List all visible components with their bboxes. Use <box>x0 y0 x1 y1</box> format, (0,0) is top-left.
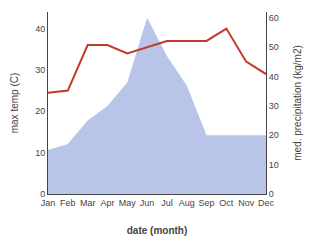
svg-text:60: 60 <box>269 13 279 23</box>
svg-text:Jun: Jun <box>140 198 155 208</box>
svg-text:med. precipitation (kg/m2): med. precipitation (kg/m2) <box>292 45 303 161</box>
svg-text:May: May <box>119 198 137 208</box>
svg-text:Apr: Apr <box>100 198 114 208</box>
svg-text:Mar: Mar <box>80 198 96 208</box>
svg-text:Sep: Sep <box>199 198 215 208</box>
svg-text:Nov: Nov <box>238 198 255 208</box>
svg-text:30: 30 <box>35 65 45 75</box>
svg-text:30: 30 <box>269 101 279 111</box>
svg-text:0: 0 <box>269 189 274 199</box>
svg-text:10: 10 <box>35 148 45 158</box>
svg-text:20: 20 <box>35 106 45 116</box>
svg-text:max temp (C): max temp (C) <box>9 73 20 134</box>
svg-text:Jul: Jul <box>161 198 173 208</box>
svg-text:Aug: Aug <box>179 198 195 208</box>
svg-text:Dec: Dec <box>258 198 275 208</box>
svg-text:40: 40 <box>269 72 279 82</box>
svg-text:50: 50 <box>269 42 279 52</box>
svg-text:20: 20 <box>269 130 279 140</box>
svg-text:Jan: Jan <box>41 198 56 208</box>
svg-text:Feb: Feb <box>60 198 76 208</box>
svg-text:date (month): date (month) <box>127 225 188 236</box>
svg-text:Oct: Oct <box>219 198 234 208</box>
svg-text:40: 40 <box>35 24 45 34</box>
svg-text:10: 10 <box>269 160 279 170</box>
svg-text:0: 0 <box>40 189 45 199</box>
